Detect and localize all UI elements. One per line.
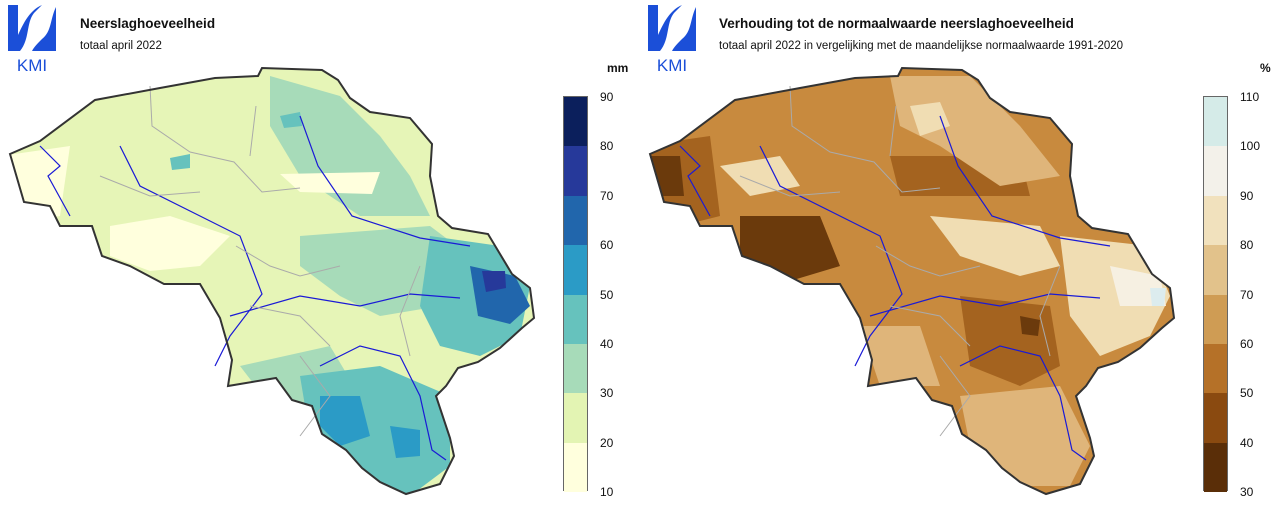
legend-swatch-40-50	[1204, 393, 1227, 443]
map-title: Verhouding tot de normaalwaarde neerslag…	[719, 16, 1074, 31]
legend-swatch-20-30	[564, 393, 587, 443]
map-subtitle: totaal april 2022 in vergelijking met de…	[719, 40, 1124, 52]
fill-peak-east	[482, 271, 506, 292]
legend-tick: 50	[1240, 386, 1254, 400]
precipitation-map	[9, 67, 535, 495]
fill-light-center	[930, 216, 1060, 276]
legend-tick: 30	[1240, 485, 1254, 499]
legend-tick: 50	[600, 288, 614, 302]
fill-wet-north	[280, 112, 302, 128]
legend-swatch-90-100	[1204, 146, 1227, 196]
legend-unit: %	[1260, 61, 1271, 75]
legend-swatch-40-50	[564, 294, 587, 344]
legend-tick: 100	[1240, 139, 1261, 153]
province-borders	[99, 85, 421, 437]
legend-swatch-30-40	[1204, 442, 1227, 493]
fill-driest-west	[650, 156, 684, 196]
legend-tick: 20	[600, 436, 614, 450]
legend-swatch-70-80	[1204, 245, 1227, 295]
rivers	[679, 115, 1111, 461]
fill-light-east	[1060, 236, 1170, 356]
ratio-map	[649, 67, 1175, 495]
legend-tick: 60	[600, 238, 614, 252]
legend-tick: 80	[1240, 238, 1254, 252]
fill-wet-nw	[170, 154, 190, 170]
kmi-logo: KMI	[8, 5, 56, 73]
legend-swatch-80-90	[1204, 195, 1227, 246]
legend-tick: 70	[600, 189, 614, 203]
legend-unit: mm	[607, 61, 629, 75]
fill-driest-center	[1020, 316, 1040, 336]
legend-swatch-10-20	[564, 442, 587, 493]
ratio-panel: KMI Verhouding tot de normaalwaarde neer…	[640, 0, 1280, 507]
legend-tick: 10	[600, 485, 614, 499]
legend-tick: 40	[600, 337, 614, 351]
fill-dry-center-south	[960, 296, 1060, 386]
fill-wetter-southeast	[390, 426, 420, 458]
kmi-logo: KMI	[648, 5, 696, 73]
fill-above-normal	[1150, 288, 1166, 306]
legend-swatch-100-110	[1204, 97, 1227, 147]
fill-light-north	[910, 102, 950, 136]
legend-swatch-80-90	[564, 97, 587, 147]
legend-tick: 110	[1240, 90, 1260, 104]
ratio-legend	[1203, 96, 1228, 493]
legend-tick: 30	[600, 386, 614, 400]
legend-swatch-50-60	[1204, 344, 1227, 394]
legend-tick: 80	[600, 139, 614, 153]
legend-tick: 90	[1240, 189, 1254, 203]
precipitation-panel: KMI Neerslaghoeveelheid totaal april 202…	[8, 5, 629, 499]
legend-swatch-60-70	[1204, 294, 1227, 344]
legend-tick: 90	[600, 90, 614, 104]
precipitation-legend	[563, 96, 588, 493]
legend-swatch-30-40	[564, 344, 587, 394]
rivers	[39, 115, 471, 461]
fill-wetter-south	[320, 396, 370, 446]
legend-swatch-70-80	[564, 146, 587, 196]
legend-tick: 40	[1240, 436, 1254, 450]
logo-text: KMI	[17, 56, 47, 73]
legend-tick: 60	[1240, 337, 1254, 351]
legend-tick: 70	[1240, 288, 1254, 302]
province-borders	[739, 85, 1061, 437]
fill-medium-southwest	[860, 326, 940, 386]
legend-swatch-60-70	[564, 195, 587, 246]
map-subtitle: totaal april 2022	[80, 40, 162, 52]
fill-dry-center	[110, 216, 230, 271]
legend-swatch-50-60	[564, 245, 587, 295]
logo-text: KMI	[657, 56, 687, 73]
map-title: Neerslaghoeveelheid	[80, 16, 216, 31]
